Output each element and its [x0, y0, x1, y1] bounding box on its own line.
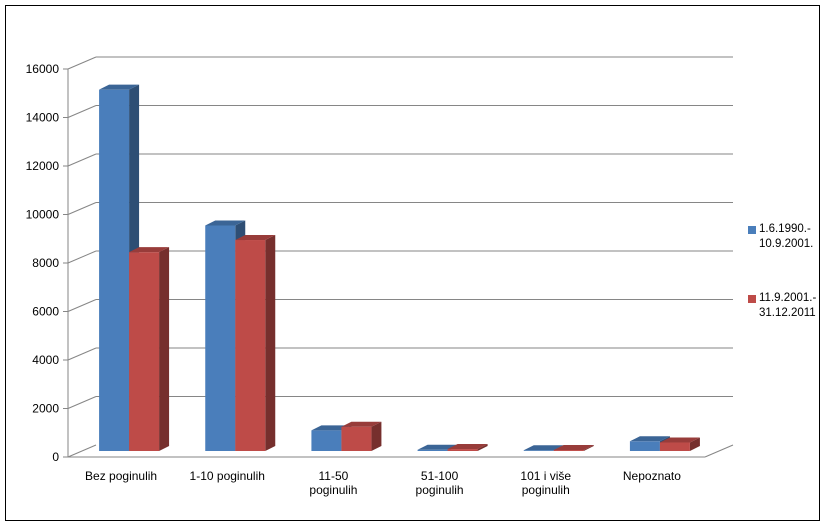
- bar-s2-5: [659, 442, 690, 451]
- gridline-depth-2000: [67, 396, 97, 409]
- bar-side-s2-1: [265, 235, 276, 451]
- bar-s2-4: [553, 450, 584, 451]
- legend-label-series-2: 11.9.2001.- 31.12.2011: [759, 292, 817, 319]
- y-tick-label-0: 0: [52, 450, 59, 464]
- y-tick-label-8000: 8000: [32, 256, 59, 270]
- bar-s2-2: [341, 426, 372, 451]
- x-tick-label-1: 1-10 poginulih: [190, 469, 265, 483]
- bar-s1-4: [523, 450, 554, 451]
- bar-top-s2-0: [129, 247, 170, 253]
- x-tick-label-2: 11-50 poginulih: [309, 469, 357, 497]
- x-tick-label-0: Bez poginulih: [85, 469, 157, 483]
- gridline-depth-14000: [67, 105, 97, 118]
- bar-s2-0: [129, 252, 160, 451]
- y-axis-depth-line: [67, 444, 97, 458]
- gridline-depth-8000: [67, 250, 97, 264]
- bar-side-s2-0: [159, 247, 170, 451]
- bar-top-s1-3: [417, 444, 458, 450]
- x-tick-label-3: 51-100 poginulih: [416, 469, 464, 497]
- legend-swatch-series-2: [748, 295, 756, 303]
- y-tick-label-10000: 10000: [26, 208, 60, 222]
- gridline-depth-6000: [67, 299, 97, 312]
- bar-top-s1-1: [205, 220, 246, 226]
- y-tick-label-6000: 6000: [32, 305, 59, 319]
- legend-swatch-series-1: [748, 226, 756, 234]
- y-tick-label-12000: 12000: [26, 159, 60, 173]
- bar-top-s2-1: [235, 235, 276, 241]
- bar-top-s1-5: [629, 436, 670, 442]
- bar-top-s2-5: [659, 437, 700, 443]
- bar-side-s2-3: [477, 444, 488, 451]
- bar-s1-0: [99, 89, 130, 452]
- y-tick-label-14000: 14000: [26, 111, 60, 125]
- y-tick-label-16000: 16000: [26, 62, 60, 76]
- bar-top-s1-0: [99, 84, 140, 90]
- gridline-depth-10000: [67, 202, 97, 215]
- bar-top-s2-3: [447, 444, 488, 450]
- bar-s2-1: [235, 240, 266, 451]
- bar-s1-5: [629, 441, 660, 451]
- legend-label-series-1: 1.6.1990.- 10.9.2001.: [759, 223, 814, 250]
- bar-s2-3: [447, 449, 478, 451]
- x-tick-label-4: 101 i više poginulih: [520, 469, 571, 497]
- bar-side-s2-4: [583, 445, 594, 451]
- bar-top-s1-4: [523, 445, 564, 451]
- x-tick-label-5: Nepoznato: [623, 469, 681, 483]
- gridline-depth-16000: [67, 56, 97, 70]
- bar-top-s2-2: [341, 421, 382, 427]
- bar-side-s2-5: [689, 437, 700, 451]
- bar-side-s2-2: [371, 421, 382, 451]
- bar-top-s2-4: [553, 445, 594, 451]
- y-tick-label-4000: 4000: [32, 353, 59, 367]
- bar-s1-2: [311, 430, 342, 451]
- gridline-depth-4000: [67, 347, 97, 361]
- gridline-depth-12000: [67, 153, 97, 167]
- x-axis-depth-line: [704, 444, 734, 458]
- bar-s1-1: [205, 225, 236, 451]
- y-tick-label-2000: 2000: [32, 402, 59, 416]
- bar-s1-3: [417, 449, 448, 451]
